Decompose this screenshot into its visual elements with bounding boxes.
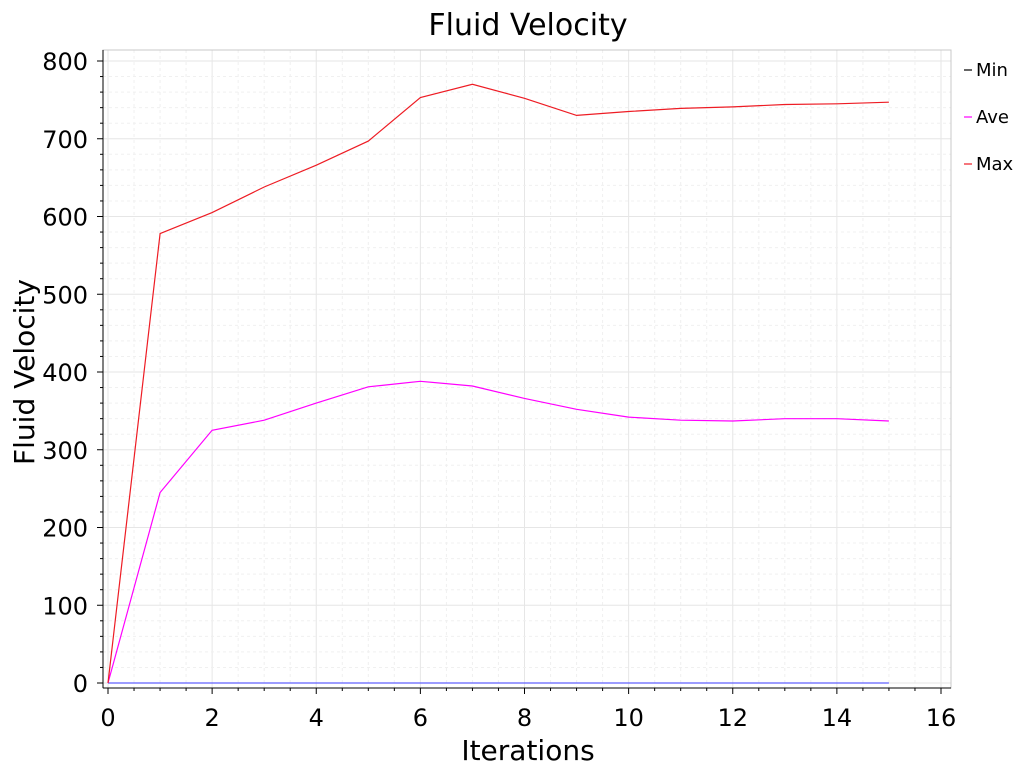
x-tick-label: 14 xyxy=(822,704,853,732)
x-tick-label: 6 xyxy=(413,704,428,732)
series-line-ave xyxy=(107,380,889,684)
chart-title: Fluid Velocity xyxy=(428,8,627,43)
y-tick-label: 700 xyxy=(42,126,88,154)
y-tick-label: 800 xyxy=(42,48,88,76)
legend-label-max: Max xyxy=(976,154,1014,175)
axes: 0 2 4 6 8 10 12 14 16 0 100 200 300 400 500 600 700 800 xyxy=(42,48,956,732)
y-tick-label: 100 xyxy=(42,592,88,620)
x-tick-label: 16 xyxy=(926,704,957,732)
x-tick-label: 2 xyxy=(204,704,219,732)
series-line-max xyxy=(107,83,889,684)
x-axis-title: Iterations xyxy=(461,734,594,767)
x-tick-label: 4 xyxy=(309,704,324,732)
y-tick-label: 0 xyxy=(73,670,88,698)
y-tick-label: 300 xyxy=(42,437,88,465)
grid xyxy=(103,50,951,688)
series-lines xyxy=(107,83,889,684)
x-tick-label: 12 xyxy=(717,704,748,732)
y-tick-label: 200 xyxy=(42,515,88,543)
y-tick-label: 400 xyxy=(42,359,88,387)
legend-label-ave: Ave xyxy=(976,107,1009,128)
y-axis-title: Fluid Velocity xyxy=(8,279,41,465)
x-tick-label: 10 xyxy=(613,704,644,732)
x-tick-label: 8 xyxy=(517,704,532,732)
y-tick-label: 500 xyxy=(42,281,88,309)
y-tick-label: 600 xyxy=(42,204,88,232)
legend: Min Ave Max xyxy=(964,60,1014,175)
x-tick-label: 0 xyxy=(100,704,115,732)
plot-area xyxy=(102,49,952,689)
legend-label-min: Min xyxy=(976,60,1008,81)
